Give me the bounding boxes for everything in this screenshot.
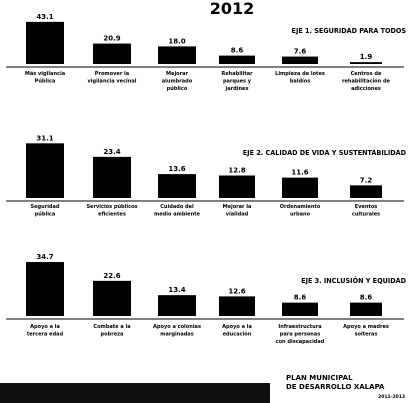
bar-value-label: 12.8 bbox=[228, 167, 245, 175]
category-label: rehabilitación de bbox=[342, 78, 391, 85]
panel-title-1: EJE 1. SEGURIDAD PARA TODOS bbox=[292, 26, 407, 35]
category-label: Mejorar bbox=[166, 71, 188, 77]
category-label: medio ambiente bbox=[154, 212, 201, 218]
bar bbox=[26, 143, 64, 198]
bar-value-label: 13.6 bbox=[168, 165, 185, 173]
category-label: Pública bbox=[35, 78, 56, 85]
bar bbox=[93, 280, 131, 316]
bar bbox=[158, 46, 196, 64]
footer-line-1: PLAN MUNICIPAL bbox=[286, 374, 353, 382]
bar-value-label: 7.6 bbox=[294, 48, 307, 56]
category-label: solteras bbox=[355, 332, 378, 338]
bar bbox=[219, 55, 255, 64]
category-label: Ordenamiento bbox=[280, 204, 321, 210]
bar-value-label: 13.4 bbox=[168, 286, 185, 294]
category-label: baldíos bbox=[290, 78, 311, 85]
category-label: parques y bbox=[223, 79, 252, 85]
footer: PLAN MUNICIPAL DE DESARROLLO XALAPA 2011… bbox=[0, 374, 405, 403]
category-label: marginadas bbox=[160, 332, 193, 338]
category-label: Cuidado del bbox=[160, 204, 194, 210]
bar-value-label: 20.9 bbox=[103, 35, 120, 43]
category-label: urbano bbox=[290, 212, 311, 218]
category-label: educación bbox=[223, 331, 252, 338]
category-label: con discapacidad bbox=[276, 339, 325, 345]
chart-title: 2012 bbox=[210, 0, 255, 18]
category-label: culturales bbox=[352, 212, 380, 218]
bar-value-label: 22.6 bbox=[103, 272, 120, 280]
category-label: Eventos bbox=[355, 204, 378, 210]
category-label: Centros de bbox=[351, 71, 382, 77]
category-label: Limpieza de lotes bbox=[275, 71, 325, 77]
panel-title-3: EJE 3. INCLUSIÓN Y EQUIDAD bbox=[301, 276, 406, 285]
category-label: Apoyo a la bbox=[30, 324, 60, 330]
bar bbox=[158, 295, 196, 316]
bar-value-label: 1.9 bbox=[360, 53, 373, 61]
bar-value-label: 11.6 bbox=[291, 169, 308, 177]
category-label: pública bbox=[35, 211, 56, 218]
category-label: vigilancia vecinal bbox=[88, 79, 137, 85]
bar-value-label: 8.6 bbox=[294, 294, 307, 302]
chart-panel-1: EJE 1. SEGURIDAD PARA TODOS 43.1 Más vigil… bbox=[6, 13, 406, 92]
footer-line-2: DE DESARROLLO XALAPA bbox=[286, 383, 385, 391]
bar-value-label: 8.6 bbox=[231, 47, 244, 55]
category-label: Servicios públicos bbox=[86, 203, 137, 210]
chart-panel-3: EJE 3. INCLUSIÓN Y EQUIDAD 34.7 Apoyo a la… bbox=[6, 253, 407, 345]
bar bbox=[93, 156, 131, 198]
bar bbox=[93, 43, 131, 64]
category-label: Seguridad bbox=[30, 204, 59, 210]
bar bbox=[219, 296, 255, 316]
category-label: pobreza bbox=[101, 332, 124, 338]
category-label: Infraestructura bbox=[278, 324, 321, 330]
footer-line-3: 2011-2013 bbox=[378, 394, 405, 400]
category-label: Apoyo a colonias bbox=[153, 324, 201, 330]
footer-bar bbox=[0, 383, 270, 403]
bar bbox=[350, 185, 382, 198]
bar bbox=[26, 21, 64, 64]
category-label: Promover la bbox=[95, 71, 129, 77]
category-label: Combate a la bbox=[93, 324, 130, 330]
bar bbox=[350, 302, 382, 316]
category-label: Apoyo a la bbox=[222, 324, 252, 330]
bar bbox=[350, 62, 382, 64]
bar-value-label: 23.4 bbox=[103, 148, 120, 156]
category-label: eficientes bbox=[98, 212, 126, 218]
bar bbox=[282, 177, 318, 198]
category-label: adicciones bbox=[351, 86, 381, 92]
bar-value-label: 31.1 bbox=[36, 134, 53, 142]
bar-value-label: 7.2 bbox=[360, 176, 373, 184]
category-label: Mejorar la bbox=[223, 204, 252, 210]
bar bbox=[282, 56, 318, 64]
bar bbox=[282, 302, 318, 316]
bar-value-label: 8.6 bbox=[360, 294, 373, 302]
category-label: Más vigilancia bbox=[25, 70, 65, 77]
category-label: Apoyo a madres bbox=[343, 324, 389, 330]
bar bbox=[26, 262, 64, 316]
panel-title-2: EJE 2. CALIDAD DE VIDA Y SUSTENTABILIDAD bbox=[243, 148, 407, 157]
category-label: público bbox=[167, 85, 188, 92]
category-label: jardines bbox=[225, 86, 249, 92]
category-label: vialidad bbox=[226, 212, 249, 218]
bar-value-label: 12.6 bbox=[228, 287, 245, 295]
category-label: para personas bbox=[280, 332, 321, 338]
category-label: Rehabilitar bbox=[221, 71, 253, 77]
chart-panels: EJE 1. SEGURIDAD PARA TODOS 43.1 Más vigil… bbox=[6, 13, 407, 345]
bar bbox=[158, 174, 196, 198]
bar bbox=[219, 175, 255, 198]
category-label: alumbrado bbox=[162, 79, 193, 85]
bar-value-label: 43.1 bbox=[36, 13, 53, 21]
bar-value-label: 34.7 bbox=[36, 253, 53, 261]
bar-value-label: 18.0 bbox=[168, 37, 185, 45]
chart-panel-2: EJE 2. CALIDAD DE VIDA Y SUSTENTABILIDAD… bbox=[6, 134, 407, 218]
category-label: tercera edad bbox=[27, 332, 64, 338]
